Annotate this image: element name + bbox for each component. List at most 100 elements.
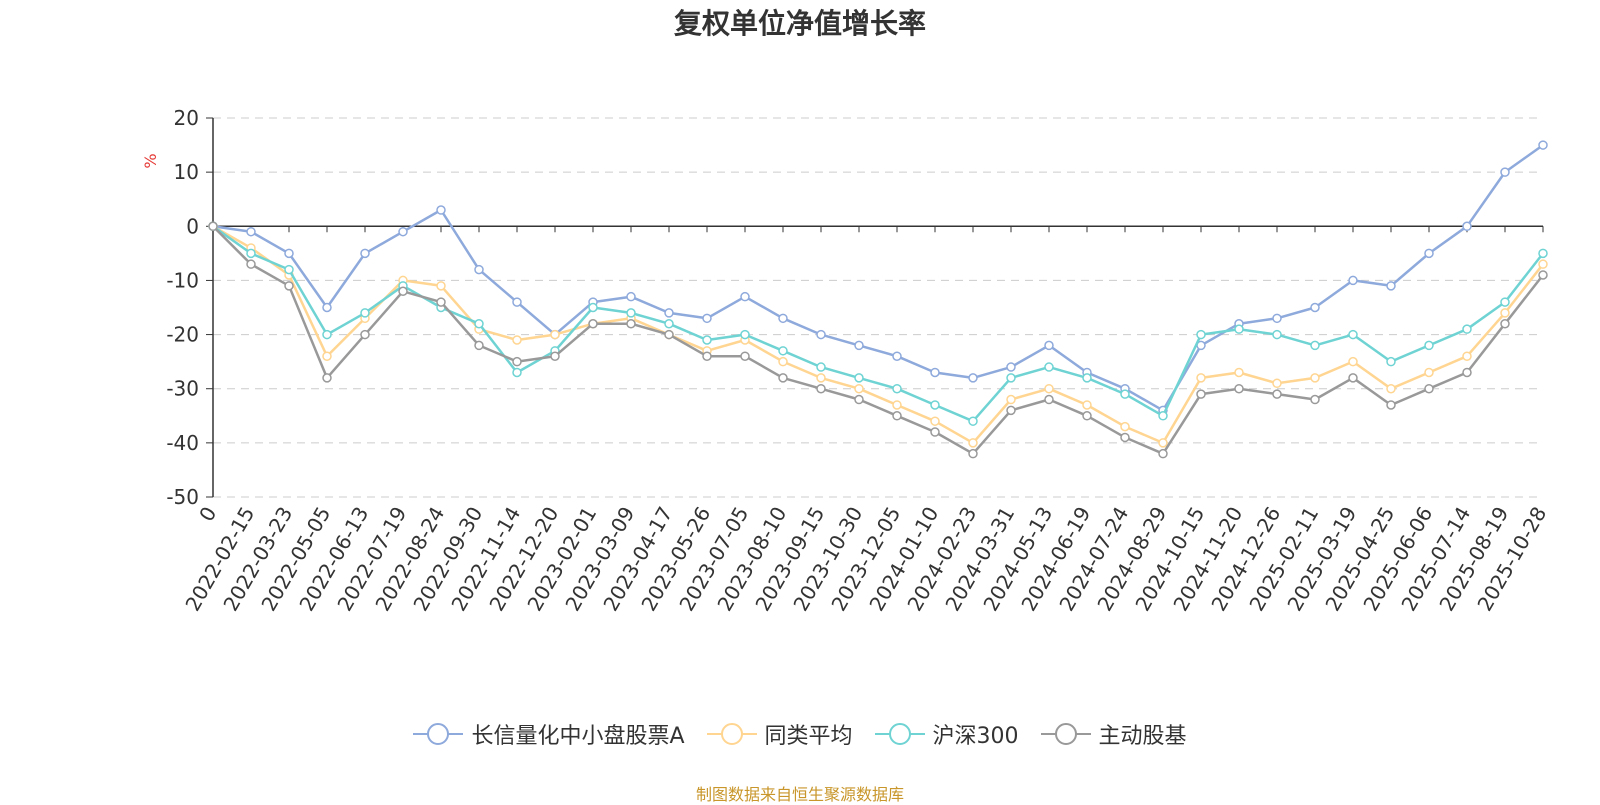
series-3-point	[588, 318, 598, 329]
legend-item-csi300[interactable]: 沪深300	[874, 718, 1019, 750]
series-1-point	[1234, 367, 1244, 378]
series-1-point	[512, 335, 522, 345]
series-1-point	[1158, 438, 1168, 448]
series-0-point	[892, 351, 902, 361]
series-1-point	[930, 416, 940, 426]
series-0-point	[778, 313, 788, 324]
series-0-point	[246, 226, 256, 237]
series-1-point	[1120, 421, 1130, 432]
series-3-point	[1462, 367, 1472, 378]
series-3-point	[1310, 394, 1320, 405]
legend-item-peer-average[interactable]: 同类平均	[706, 718, 853, 750]
legend-label-csi300: 沪深300	[932, 724, 1019, 749]
series-3-point	[284, 281, 294, 291]
series-3-point	[1538, 270, 1548, 280]
series-3-point	[1044, 394, 1054, 405]
series-0-point	[740, 291, 750, 302]
y-tick-label: -10	[166, 268, 199, 292]
series-3-point	[474, 340, 484, 351]
series-0-point	[1310, 302, 1320, 313]
series-line-1	[212, 225, 1544, 445]
series-0-point	[1272, 313, 1282, 324]
series-3-point	[702, 351, 712, 361]
y-tick-label: 20	[174, 106, 199, 130]
series-2-point	[1348, 329, 1358, 340]
series-3-point	[930, 427, 940, 437]
series-1-point	[1348, 356, 1358, 367]
series-0-point	[854, 340, 864, 351]
series-1-point	[1196, 373, 1206, 383]
series-3-point	[740, 351, 750, 361]
series-1-point	[322, 351, 332, 361]
series-1-point	[1082, 400, 1092, 410]
series-0-point	[1044, 340, 1054, 351]
series-2-point	[1234, 324, 1244, 334]
series-3-point	[1386, 400, 1396, 410]
series-3-point	[360, 329, 370, 340]
series-2-point	[740, 329, 750, 340]
series-line-3	[212, 225, 1544, 455]
y-axis-label: %	[141, 153, 160, 168]
series-0-point	[664, 308, 674, 318]
series-1-point	[968, 438, 978, 448]
series-2-point	[854, 373, 864, 383]
legend-item-active-equity[interactable]: 主动股基	[1040, 718, 1187, 750]
series-1-point	[1424, 367, 1434, 378]
y-tick-label: -40	[166, 431, 199, 455]
series-0-point	[322, 302, 332, 313]
series-1-point	[1538, 259, 1548, 269]
series-3-point	[208, 221, 218, 232]
series-1-point	[892, 400, 902, 410]
series-3-point	[512, 356, 522, 367]
series-3-point	[1424, 383, 1434, 394]
legend-item-fund[interactable]: 长信量化中小盘股票A	[413, 718, 685, 750]
series-3-point	[1006, 405, 1016, 416]
legend-swatch-csi300	[874, 722, 925, 746]
series-2-point	[1272, 329, 1282, 340]
legend: 长信量化中小盘股票A 同类平均 沪深300 主动股基	[0, 718, 1600, 750]
series-3-point	[892, 411, 902, 421]
series-1-point	[436, 281, 446, 291]
series-0-point	[1006, 362, 1016, 372]
series-0-point	[284, 248, 294, 259]
series-3-point	[1196, 389, 1206, 399]
series-1-point	[1272, 378, 1282, 389]
series-2-point	[1538, 248, 1548, 259]
series-2-point	[930, 400, 940, 410]
series-0-point	[1538, 140, 1548, 150]
series-1-point	[1044, 383, 1054, 394]
series-2-point	[322, 329, 332, 340]
series-2-point	[816, 362, 826, 372]
series-3-point	[854, 394, 864, 405]
legend-label-active-equity: 主动股基	[1098, 724, 1187, 749]
series-2-point	[1006, 373, 1016, 383]
series-2-point	[1196, 329, 1206, 340]
series-2-point	[1082, 373, 1092, 383]
series-0-point	[816, 329, 826, 340]
series-2-point	[968, 416, 978, 426]
series-3-point	[816, 383, 826, 394]
series-0-point	[626, 291, 636, 302]
series-0-point	[474, 264, 484, 275]
x-tick-label: 0	[194, 503, 221, 526]
chart-title: 复权单位净值增长率	[673, 7, 926, 40]
series-3-point	[550, 351, 560, 361]
series-3-point	[664, 329, 674, 340]
series-3-point	[1272, 389, 1282, 399]
series-2-point	[1424, 340, 1434, 351]
series-2-point	[474, 318, 484, 329]
series-3-point	[1348, 373, 1358, 383]
y-tick-label: -50	[166, 485, 199, 509]
series-0-point	[968, 373, 978, 383]
y-tick-label: 0	[186, 214, 199, 238]
series-2-point	[1462, 324, 1472, 334]
series-1-point	[1386, 383, 1396, 394]
series-line-0	[212, 144, 1544, 412]
series-1-point	[1310, 373, 1320, 383]
series-2-point	[778, 346, 788, 356]
series-0-point	[512, 297, 522, 307]
series-3-point	[322, 373, 332, 383]
series-3-point	[398, 286, 408, 297]
series-3-point	[1120, 432, 1130, 443]
